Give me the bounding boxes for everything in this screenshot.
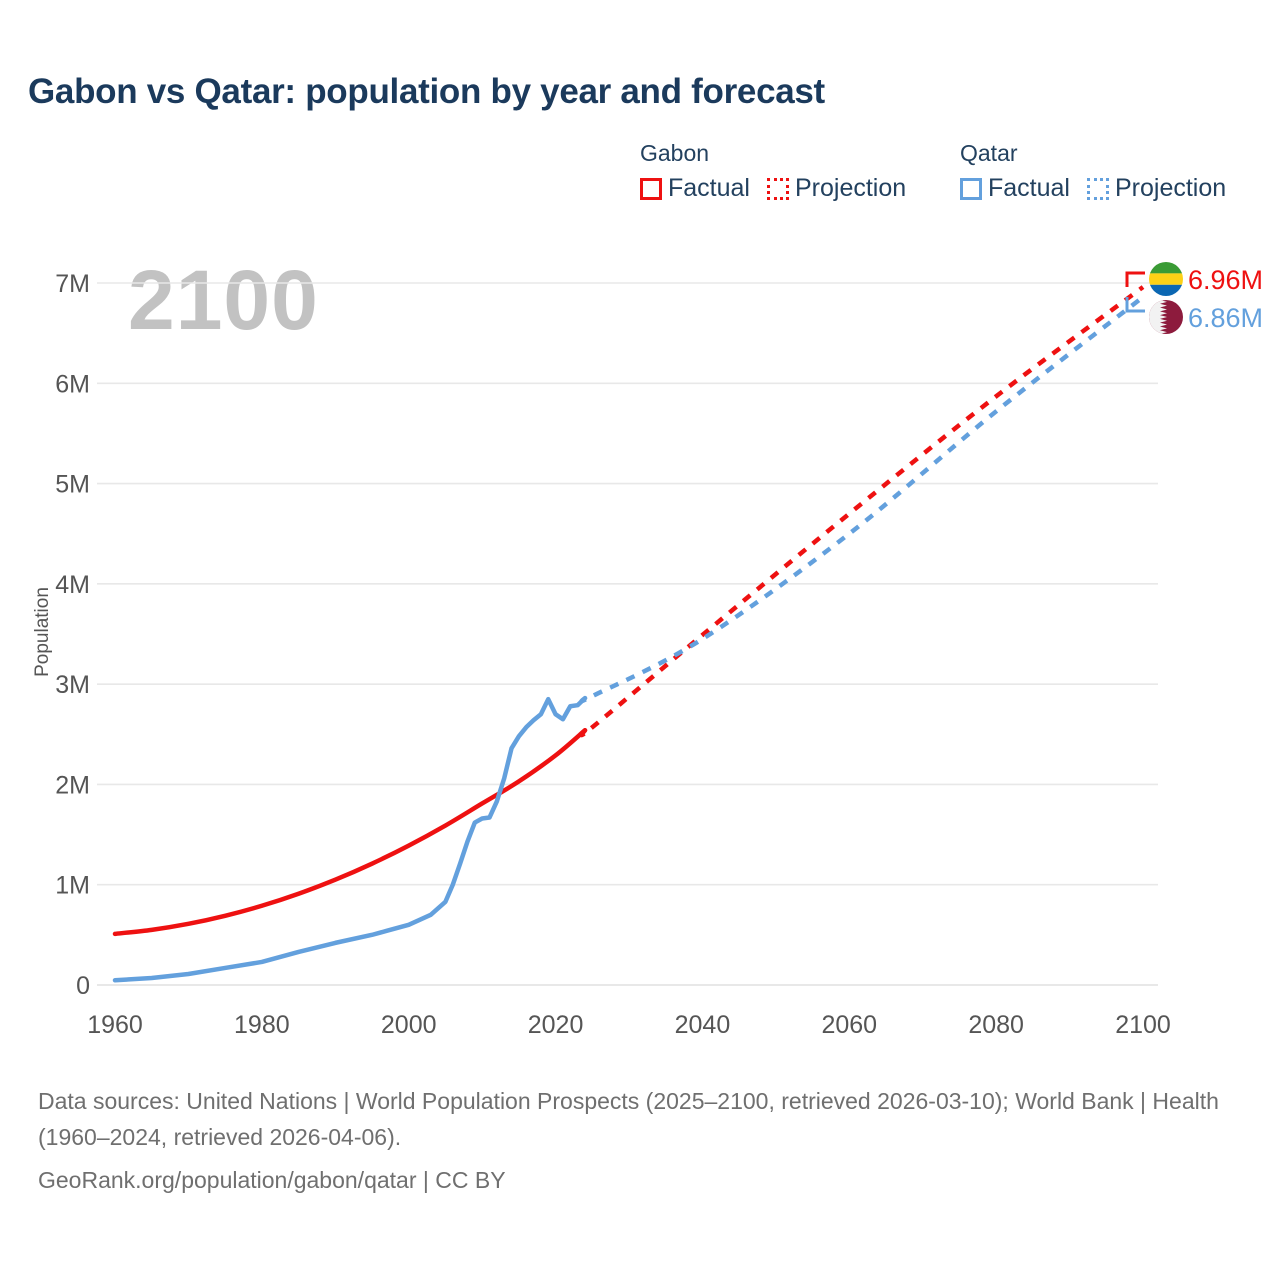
y-tick-label: 4M <box>55 571 90 599</box>
page-title: Gabon vs Qatar: population by year and f… <box>28 72 825 111</box>
legend-item-gabon-projection[interactable]: Projection <box>766 174 907 203</box>
x-tick-label: 2000 <box>381 1011 437 1039</box>
legend-swatch-dotted-icon <box>1086 177 1109 200</box>
line-qatar-factual <box>112 695 588 983</box>
line-gabon-projection <box>579 285 1145 738</box>
legend-swatch-solid-icon <box>640 177 662 200</box>
x-tick-label: 2080 <box>968 1011 1024 1039</box>
y-tick-label: 1M <box>55 872 90 900</box>
series-lines <box>112 285 1145 983</box>
y-tick-label: 3M <box>55 671 90 699</box>
year-watermark: 2100 <box>128 253 319 347</box>
chart-svg: 0 1M 2M 3M 4M 5M 6M 7M 1960 1980 2000 2020 2040 2060… <box>32 262 1263 1039</box>
x-tick-label: 2060 <box>821 1011 877 1039</box>
legend-label-gabon-factual: Factual <box>668 174 750 202</box>
legend-label-qatar-factual: Factual <box>988 174 1070 202</box>
legend-swatch-dotted-icon <box>766 177 789 200</box>
gabon-flag-icon <box>1149 262 1183 296</box>
end-value-label-gabon: 6.96M <box>1188 265 1263 295</box>
footer-sources: Data sources: United Nations | World Pop… <box>38 1088 1219 1150</box>
y-tick-label: 6M <box>55 370 90 398</box>
line-gabon-factual <box>112 728 588 937</box>
gridlines <box>97 282 1158 986</box>
footer: Data sources: United Nations | World Pop… <box>38 1084 1238 1199</box>
legend-group-qatar: Qatar Factual Projection <box>960 140 1226 203</box>
x-axis-tick-labels: 1960 1980 2000 2020 2040 2060 2080 2100 <box>87 1011 1171 1039</box>
x-tick-label: 1960 <box>87 1011 143 1039</box>
y-axis-tick-labels: 0 1M 2M 3M 4M 5M 6M 7M <box>55 270 90 1000</box>
legend-entries-qatar: Factual Projection <box>960 174 1226 203</box>
legend-label-gabon-projection: Projection <box>794 174 907 202</box>
legend-item-qatar-factual[interactable]: Factual <box>960 174 1070 203</box>
legend-label-qatar-projection: Projection <box>1114 174 1227 202</box>
leader-line-gabon <box>1125 271 1145 288</box>
x-tick-label: 2040 <box>675 1011 731 1039</box>
legend-item-gabon-factual[interactable]: Factual <box>640 174 750 203</box>
x-tick-label: 1980 <box>234 1011 290 1039</box>
y-tick-label: 2M <box>55 771 90 799</box>
legend-series-name-qatar: Qatar <box>960 140 1018 166</box>
x-tick-label: 2020 <box>528 1011 584 1039</box>
line-qatar-projection <box>579 295 1145 704</box>
legend-item-qatar-projection[interactable]: Projection <box>1086 174 1227 203</box>
legend-entries-gabon: Factual Projection <box>640 174 906 203</box>
footer-attribution[interactable]: GeoRank.org/population/gabon/qatar | CC … <box>38 1167 506 1194</box>
end-value-label-qatar: 6.86M <box>1188 303 1263 333</box>
legend-group-gabon: Gabon Factual Projection <box>640 140 906 203</box>
y-tick-label: 5M <box>55 471 90 499</box>
plot-area: 0 1M 2M 3M 4M 5M 6M 7M 1960 1980 2000 2020 2040 2060… <box>32 262 1263 1039</box>
leader-line-qatar <box>1125 297 1145 313</box>
x-tick-label: 2100 <box>1115 1011 1171 1039</box>
legend-series-name-gabon: Gabon <box>640 140 710 166</box>
legend-swatch-solid-icon <box>960 177 982 200</box>
y-axis-title: Population <box>32 587 53 677</box>
y-tick-label: 7M <box>55 270 90 298</box>
end-markers: 6.96M 6.86M <box>1125 262 1263 334</box>
qatar-flag-icon <box>1149 300 1183 334</box>
y-tick-label: 0 <box>76 972 90 1000</box>
